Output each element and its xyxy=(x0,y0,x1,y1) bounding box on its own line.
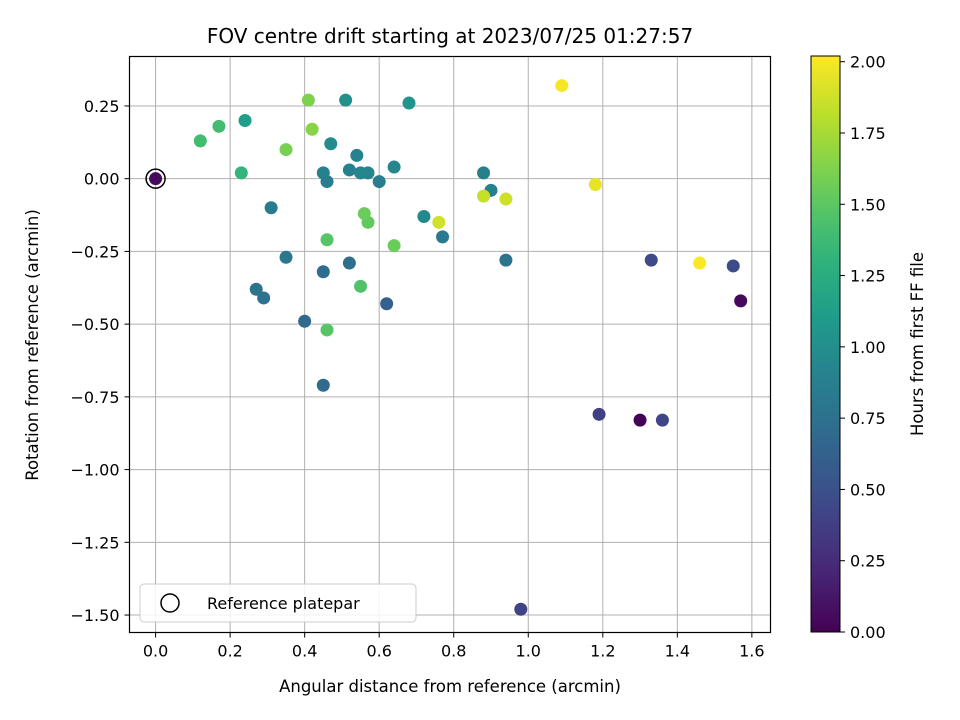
data-point xyxy=(380,297,394,311)
data-point xyxy=(387,160,401,174)
data-point xyxy=(499,192,513,206)
data-point xyxy=(350,148,364,162)
y-tick-label: −0.25 xyxy=(70,242,119,261)
data-point xyxy=(357,207,371,221)
colorbar-tick-label: 2.00 xyxy=(850,53,886,72)
data-point xyxy=(301,93,315,107)
colorbar-tick-label: 1.75 xyxy=(850,124,886,143)
data-point xyxy=(402,96,416,110)
data-point xyxy=(354,166,368,180)
data-point xyxy=(555,79,569,93)
plot-frame xyxy=(128,55,772,634)
x-tick-label: 0.2 xyxy=(217,642,242,661)
data-point xyxy=(316,265,330,279)
data-point xyxy=(339,93,353,107)
data-point xyxy=(499,253,513,267)
data-point xyxy=(354,279,368,293)
data-point xyxy=(264,201,278,215)
data-point xyxy=(417,210,431,223)
data-point xyxy=(726,259,740,273)
x-tick-label: 1.0 xyxy=(516,642,541,661)
grid xyxy=(129,56,771,633)
x-tick-label: 1.6 xyxy=(739,642,764,661)
legend-box xyxy=(139,583,417,623)
data-point xyxy=(298,314,312,328)
y-tick-label: −1.00 xyxy=(70,461,119,480)
reference-marker-group xyxy=(145,168,166,189)
y-tick-label: −0.50 xyxy=(70,315,119,334)
data-points xyxy=(193,79,748,616)
y-tick-label: −1.25 xyxy=(70,533,119,552)
legend-marker xyxy=(160,593,180,613)
colorbar-tick-label: 0.50 xyxy=(850,480,886,499)
data-point xyxy=(588,178,602,191)
y-axis-label: Rotation from reference (arcmin) xyxy=(23,209,42,481)
data-point xyxy=(514,602,528,616)
data-point xyxy=(693,256,707,270)
colorbar-tick-label: 0.25 xyxy=(850,552,886,571)
x-tick-label: 1.4 xyxy=(665,642,690,661)
data-point xyxy=(320,233,334,247)
x-tick-label: 0.8 xyxy=(441,642,466,661)
data-point xyxy=(305,122,319,136)
data-point xyxy=(316,166,330,180)
data-point xyxy=(387,239,401,253)
x-axis: 0.0 0.2 0.4 0.6 0.8 1.0 1.2 1.4 1.6 xyxy=(143,632,765,661)
data-point xyxy=(477,166,491,180)
data-point xyxy=(372,175,386,189)
data-point xyxy=(644,253,658,267)
reference-point xyxy=(149,172,163,186)
legend-entry-reference-platepar: Reference platepar xyxy=(207,594,360,613)
y-tick-label: −1.50 xyxy=(70,606,119,625)
colorbar-gradient xyxy=(811,56,840,632)
colorbar-frame xyxy=(810,55,841,633)
colorbar-tick-label: 1.25 xyxy=(850,267,886,286)
data-point xyxy=(324,137,338,151)
data-point xyxy=(432,215,446,229)
colorbar-tick-label: 0.75 xyxy=(850,409,886,428)
data-point xyxy=(320,323,334,337)
colorbar-ticks: 0.00 0.25 0.50 0.75 1.00 1.25 1.50 1.75 2.00 xyxy=(840,53,886,642)
y-tick-label: −0.75 xyxy=(70,388,119,407)
x-tick-label: 0.4 xyxy=(292,642,317,661)
data-point xyxy=(316,378,330,392)
x-tick-label: 0.6 xyxy=(366,642,391,661)
colorbar-tick-label: 1.50 xyxy=(850,195,886,214)
data-point xyxy=(193,134,207,148)
x-tick-label: 1.2 xyxy=(590,642,615,661)
y-axis: 0.25 0.00 −0.25 −0.50 −0.75 −1.00 −1.25 −1.50 xyxy=(70,97,130,625)
data-point xyxy=(436,230,450,244)
data-point xyxy=(249,282,263,296)
legend: Reference platepar xyxy=(139,583,417,623)
data-point xyxy=(655,413,669,427)
y-tick-label: 0.00 xyxy=(84,170,120,189)
colorbar: 0.00 0.25 0.50 0.75 1.00 1.25 1.50 1.75 2.00 Hou… xyxy=(810,53,927,642)
reference-ring xyxy=(145,168,166,189)
colorbar-label: Hours from first FF file xyxy=(908,252,927,436)
y-tick-label: 0.25 xyxy=(84,97,120,116)
data-point xyxy=(477,189,491,203)
data-point xyxy=(238,114,252,127)
data-point xyxy=(592,407,606,421)
data-point xyxy=(257,291,271,305)
data-point xyxy=(342,256,356,270)
data-point xyxy=(734,294,748,308)
data-point xyxy=(633,413,647,427)
x-axis-label: Angular distance from reference (arcmin) xyxy=(279,677,621,696)
data-point xyxy=(279,143,293,157)
data-point xyxy=(212,119,226,133)
chart-title: FOV centre drift starting at 2023/07/25 … xyxy=(207,24,693,48)
data-point xyxy=(234,166,248,180)
colorbar-tick-label: 1.00 xyxy=(850,338,886,357)
colorbar-tick-label: 0.00 xyxy=(850,623,886,642)
x-tick-label: 0.0 xyxy=(143,642,168,661)
data-point xyxy=(279,250,293,264)
data-point xyxy=(342,163,356,177)
